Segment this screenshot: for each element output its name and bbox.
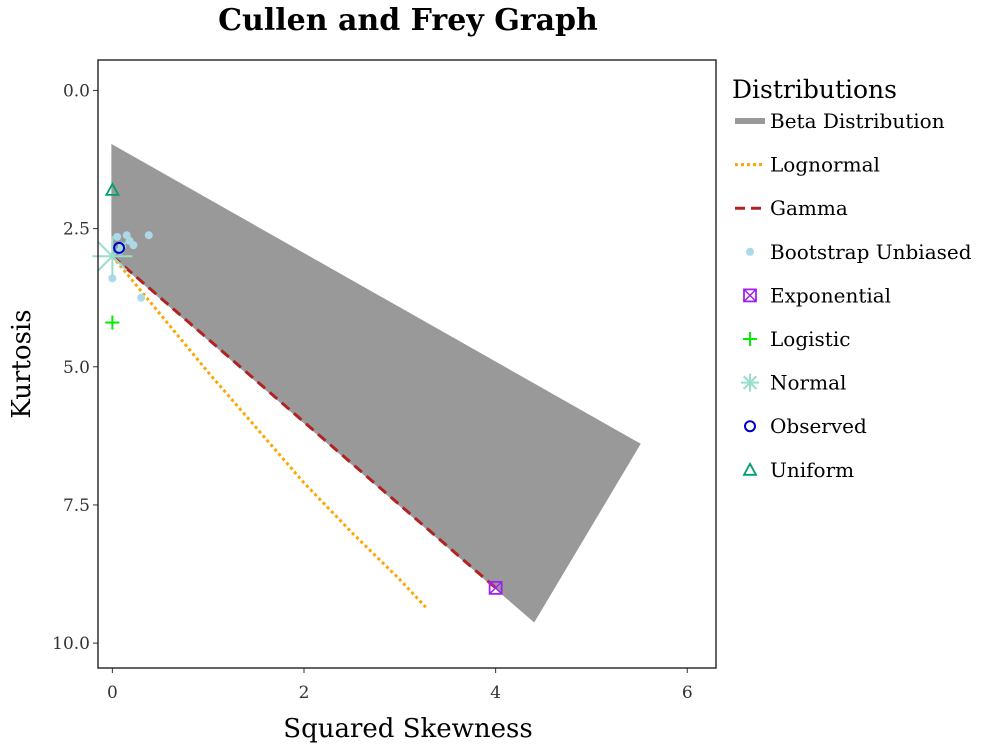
legend-item: Lognormal xyxy=(735,153,880,177)
legend-title: Distributions xyxy=(732,75,897,104)
legend-label: Uniform xyxy=(770,458,854,482)
beta-region xyxy=(111,143,641,623)
bootstrap-point-shape xyxy=(125,236,134,245)
uniform-point-shape xyxy=(104,182,120,196)
observed-point xyxy=(113,241,126,254)
x-tick-label: 0 xyxy=(107,683,118,703)
y-tick-label: 5.0 xyxy=(63,358,90,378)
gamma-line xyxy=(111,255,497,589)
bootstrap-point-shape xyxy=(137,293,146,302)
legend-key-shape xyxy=(744,420,756,433)
legend-item: Gamma xyxy=(735,196,848,220)
normal-point-shape xyxy=(97,241,128,272)
y-tick-label: 0.0 xyxy=(63,81,90,101)
chart-title: Cullen and Frey Graph xyxy=(218,3,598,38)
legend-label: Lognormal xyxy=(770,153,880,177)
legend-key xyxy=(746,247,754,256)
normal-point xyxy=(92,236,133,277)
exponential-point xyxy=(488,580,503,595)
bootstrap-point-shape xyxy=(144,231,153,240)
y-tick-label: 7.5 xyxy=(63,496,90,516)
observed-point-shape xyxy=(113,241,126,254)
bootstrap-point-shape xyxy=(113,232,122,241)
legend-label: Exponential xyxy=(770,283,891,307)
y-tick-label: 2.5 xyxy=(63,220,90,240)
y-tick-label: 10.0 xyxy=(52,634,90,654)
legend-item: Uniform xyxy=(770,458,854,482)
legend-item: Beta Distribution xyxy=(735,109,945,133)
legend-item: Normal xyxy=(770,371,846,395)
legend-label: Beta Distribution xyxy=(770,109,945,133)
legend-label: Logistic xyxy=(770,327,850,351)
legend-key-shape xyxy=(742,461,758,476)
bootstrap-point xyxy=(108,274,117,283)
uniform-point xyxy=(104,182,120,196)
legend-label: Gamma xyxy=(770,196,848,220)
bootstrap-point xyxy=(137,293,146,302)
bootstrap-point xyxy=(125,236,134,245)
legend-item: Logistic xyxy=(770,327,850,351)
x-tick-label: 6 xyxy=(682,683,693,703)
exponential-point-shape xyxy=(488,580,503,595)
legend-key xyxy=(743,288,757,303)
legend-key-shape xyxy=(742,375,758,390)
bootstrap-point-shape xyxy=(108,274,117,283)
y-axis-label: Kurtosis xyxy=(7,309,37,418)
legend-label: Normal xyxy=(770,371,846,395)
x-tick-label: 4 xyxy=(490,683,501,703)
legend-key xyxy=(743,332,757,346)
legend-item: Bootstrap Unbiased xyxy=(746,240,972,264)
legend-key-shape xyxy=(743,288,757,303)
logistic-point xyxy=(105,315,120,330)
bootstrap-point xyxy=(144,231,153,240)
plot-border xyxy=(97,59,717,669)
legend-key xyxy=(742,461,758,476)
legend-key xyxy=(744,420,756,433)
legend-item: Exponential xyxy=(770,283,891,307)
legend-key xyxy=(741,373,759,392)
x-axis-label: Squared Skewness xyxy=(283,714,532,744)
exponential-point-shape xyxy=(489,581,503,595)
legend-label: Bootstrap Unbiased xyxy=(770,240,972,264)
bootstrap-point xyxy=(113,232,122,241)
lognormal-line xyxy=(111,255,427,609)
x-tick-label: 2 xyxy=(299,683,310,703)
legend-item: Observed xyxy=(770,414,867,438)
legend-key-shape xyxy=(743,288,757,302)
legend-label: Observed xyxy=(770,414,867,438)
